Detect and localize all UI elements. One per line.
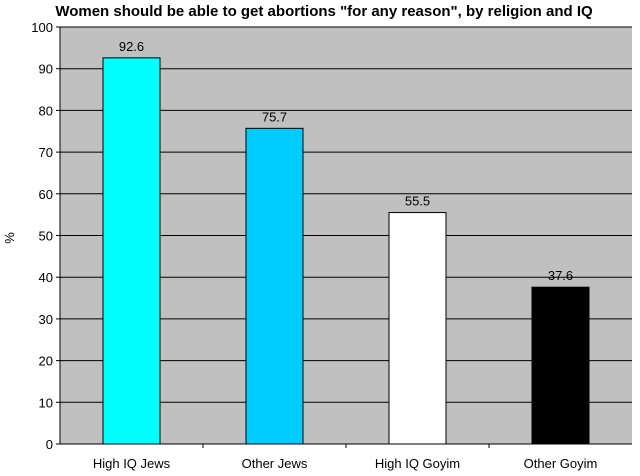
y-tick-labels: 0 10 20 30 40 50 60 70 80 90 100 bbox=[31, 20, 53, 452]
y-tick-label: 0 bbox=[46, 437, 53, 452]
bar bbox=[531, 286, 590, 445]
x-category-label: Other Goyim bbox=[524, 456, 598, 471]
data-labels: 92.6 75.7 55.5 37.6 bbox=[119, 39, 573, 283]
chart-title: Women should be able to get abortions "f… bbox=[55, 3, 593, 20]
data-label: 37.6 bbox=[548, 268, 573, 283]
bar bbox=[102, 57, 161, 445]
axes bbox=[56, 26, 632, 448]
data-label: 92.6 bbox=[119, 39, 144, 54]
y-tick-label: 100 bbox=[31, 20, 53, 35]
x-category-labels: High IQ Jews Other Jews High IQ Goyim Other… bbox=[93, 456, 598, 471]
bar bbox=[388, 212, 447, 445]
y-tick-label: 80 bbox=[39, 103, 53, 118]
x-category-label: Other Jews bbox=[242, 456, 308, 471]
x-category-label: High IQ Goyim bbox=[375, 456, 460, 471]
y-tick-label: 90 bbox=[39, 62, 53, 77]
y-tick-label: 70 bbox=[39, 145, 53, 160]
y-tick-label: 20 bbox=[39, 354, 53, 369]
y-tick-label: 40 bbox=[39, 270, 53, 285]
y-tick-label: 10 bbox=[39, 395, 53, 410]
y-tick-label: 50 bbox=[39, 229, 53, 244]
y-axis-label: % bbox=[2, 232, 17, 244]
y-tick-label: 60 bbox=[39, 187, 53, 202]
y-tick-label: 30 bbox=[39, 312, 53, 327]
x-category-label: High IQ Jews bbox=[93, 456, 171, 471]
bars bbox=[102, 57, 590, 445]
bar bbox=[245, 127, 304, 445]
data-label: 55.5 bbox=[405, 194, 430, 209]
data-label: 75.7 bbox=[262, 109, 287, 124]
